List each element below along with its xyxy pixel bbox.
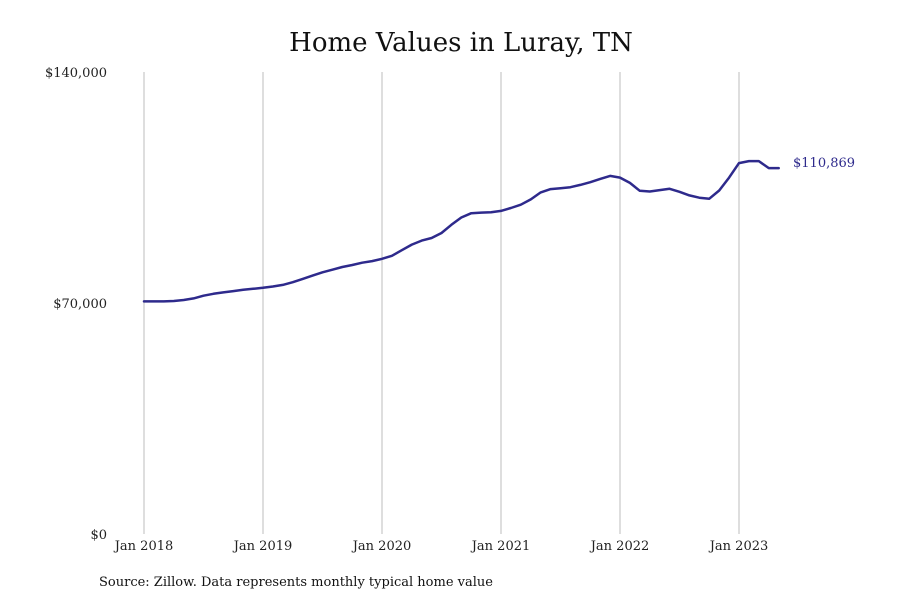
x-tick-label: Jan 2023: [708, 539, 769, 554]
y-tick-label: $0: [90, 528, 107, 543]
y-tick-label: $140,000: [45, 66, 107, 81]
source-note: Source: Zillow. Data represents monthly …: [99, 575, 493, 590]
y-tick-label: $70,000: [53, 297, 107, 312]
x-tick-label: Jan 2020: [351, 539, 412, 554]
x-tick-label: Jan 2022: [589, 539, 650, 554]
series-line: [142, 159, 780, 303]
end-value-label: $110,869: [793, 156, 855, 171]
x-tick-label: Jan 2019: [232, 539, 293, 554]
series-layer: [142, 159, 780, 303]
x-axis-ticks: Jan 2018 Jan 2019 Jan 2020 Jan 2021 Jan 2022…: [113, 539, 769, 554]
x-tick-label: Jan 2021: [470, 539, 531, 554]
y-axis-ticks: $0 $70,000 $140,000: [45, 66, 107, 543]
chart-title: Home Values in Luray, TN: [289, 28, 633, 58]
vertical-grid: [143, 72, 740, 534]
x-tick-label: Jan 2018: [113, 539, 174, 554]
